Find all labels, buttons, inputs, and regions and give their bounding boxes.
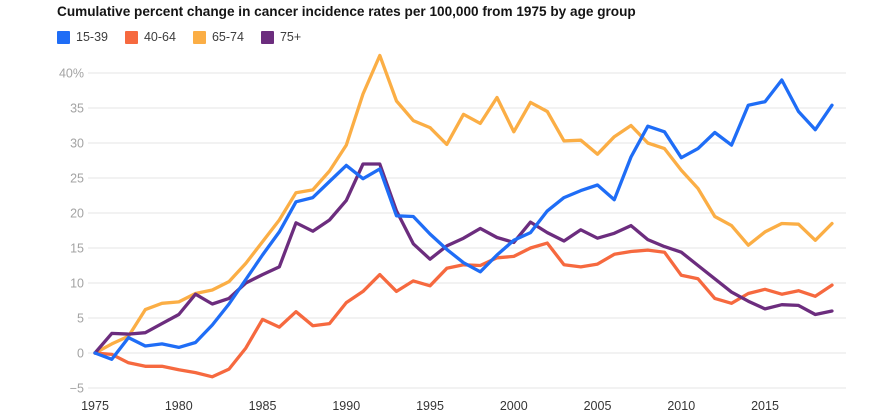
series-line-40-64 [93, 241, 834, 379]
series-line-15-39 [93, 78, 834, 361]
y-tick-label: 40% [59, 67, 84, 81]
legend-item-75: 75+ [260, 30, 302, 44]
legend-swatch [260, 30, 274, 44]
legend-item-15-39: 15-39 [57, 30, 108, 44]
chart-title: Cumulative percent change in cancer inci… [57, 4, 636, 19]
legend-label: 65-74 [211, 30, 244, 44]
legend-label: 15-39 [76, 30, 108, 44]
x-tick-label: 2010 [667, 399, 695, 413]
x-tick-label: 1985 [249, 399, 277, 413]
legend-label: 40-64 [143, 30, 176, 44]
x-tick-label: 1980 [165, 399, 193, 413]
x-tick-label: 2000 [500, 399, 528, 413]
legend-item-65-74: 65-74 [192, 30, 244, 44]
x-tick-label: 1975 [81, 399, 109, 413]
y-tick-label: 10 [70, 277, 84, 291]
y-tick-label: 15 [70, 242, 84, 256]
y-tick-label: 35 [70, 102, 84, 116]
y-tick-label: 5 [77, 312, 84, 326]
y-tick-label: 20 [70, 207, 84, 221]
legend: 15-39 40-64 65-74 75+ [57, 30, 301, 44]
series-line-75 [93, 162, 834, 355]
x-tick-label: 1995 [416, 399, 444, 413]
x-tick-label: 2005 [584, 399, 612, 413]
legend-label: 75+ [279, 30, 302, 44]
y-tick-label: 25 [70, 172, 84, 186]
y-tick-label: −5 [70, 382, 84, 396]
legend-swatch [57, 30, 70, 44]
series-line-65-74 [93, 53, 834, 355]
x-tick-label: 2015 [751, 399, 779, 413]
y-tick-label: 30 [70, 137, 84, 151]
y-tick-label: 0 [77, 347, 84, 361]
legend-swatch [124, 30, 138, 44]
legend-item-40-64: 40-64 [124, 30, 176, 44]
legend-swatch [192, 30, 206, 44]
x-tick-label: 1990 [332, 399, 360, 413]
